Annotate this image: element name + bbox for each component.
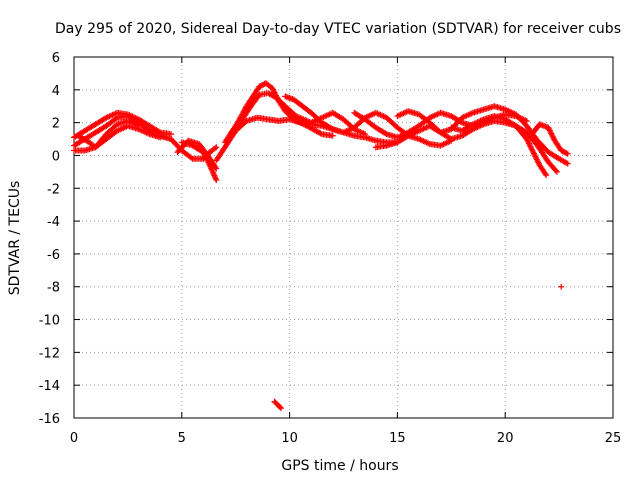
series-track-11 bbox=[282, 93, 455, 149]
data-point bbox=[112, 115, 119, 122]
x-tick-label: 10 bbox=[281, 431, 298, 446]
y-tick-label: -4 bbox=[47, 215, 60, 230]
data-point bbox=[276, 404, 283, 411]
series-outlier-2 bbox=[558, 283, 565, 290]
data-point bbox=[382, 130, 389, 137]
data-point bbox=[563, 150, 570, 157]
x-tick-label: 5 bbox=[178, 431, 186, 446]
data-point bbox=[553, 168, 560, 175]
series-track-7 bbox=[174, 137, 220, 172]
data-point bbox=[329, 132, 336, 139]
series-track-10 bbox=[228, 90, 369, 138]
series-outlier-1 bbox=[271, 398, 284, 412]
data-point bbox=[212, 164, 219, 171]
data-point bbox=[564, 150, 571, 157]
y-tick-label: -6 bbox=[47, 248, 60, 263]
data-point bbox=[135, 122, 142, 129]
y-tick-label: -16 bbox=[39, 412, 60, 427]
data-point bbox=[213, 165, 220, 172]
y-tick-label: -8 bbox=[47, 281, 60, 296]
plot-frame bbox=[73, 56, 614, 419]
data-points bbox=[71, 80, 571, 412]
data-point bbox=[317, 130, 324, 137]
y-axis-label: SDTVAR / TECUs bbox=[7, 181, 23, 296]
y-tick-label: -14 bbox=[39, 379, 60, 394]
y-tick-label: 0 bbox=[52, 149, 60, 164]
y-tick-label: -12 bbox=[39, 346, 60, 361]
data-point bbox=[543, 172, 550, 179]
tick-labels: 0 5 10 15 20 25 -16 -14 -12 -10 -8 -6 -4 -2 0 2 4 6 bbox=[39, 51, 622, 446]
data-point bbox=[552, 167, 559, 174]
data-point bbox=[212, 145, 219, 152]
data-point bbox=[213, 177, 220, 184]
data-point bbox=[328, 125, 335, 132]
y-tick-label: 2 bbox=[52, 117, 60, 132]
x-tick-label: 20 bbox=[497, 431, 514, 446]
y-tick-label: -2 bbox=[47, 182, 60, 197]
x-axis-label: GPS time / hours bbox=[281, 458, 398, 474]
axes bbox=[73, 56, 614, 419]
x-tick-label: 0 bbox=[70, 431, 78, 446]
y-tick-label: 6 bbox=[52, 51, 60, 66]
data-point bbox=[277, 405, 284, 412]
y-tick-label: 4 bbox=[52, 84, 60, 99]
data-point bbox=[188, 154, 195, 161]
data-point bbox=[558, 283, 565, 290]
data-point bbox=[213, 144, 220, 151]
x-tick-label: 25 bbox=[605, 431, 622, 446]
x-tick-label: 15 bbox=[389, 431, 406, 446]
series-track-2 bbox=[71, 109, 175, 141]
series-track-16 bbox=[530, 121, 571, 157]
y-tick-label: -10 bbox=[39, 314, 60, 329]
chart-title: Day 295 of 2020, Sidereal Day-to-day VTE… bbox=[55, 21, 621, 37]
data-point bbox=[362, 131, 369, 138]
series-track-14 bbox=[394, 103, 571, 167]
series-track-15 bbox=[448, 113, 550, 179]
data-point bbox=[155, 128, 162, 135]
grid bbox=[74, 57, 613, 418]
data-point bbox=[564, 160, 571, 167]
series-track-4 bbox=[75, 117, 142, 151]
